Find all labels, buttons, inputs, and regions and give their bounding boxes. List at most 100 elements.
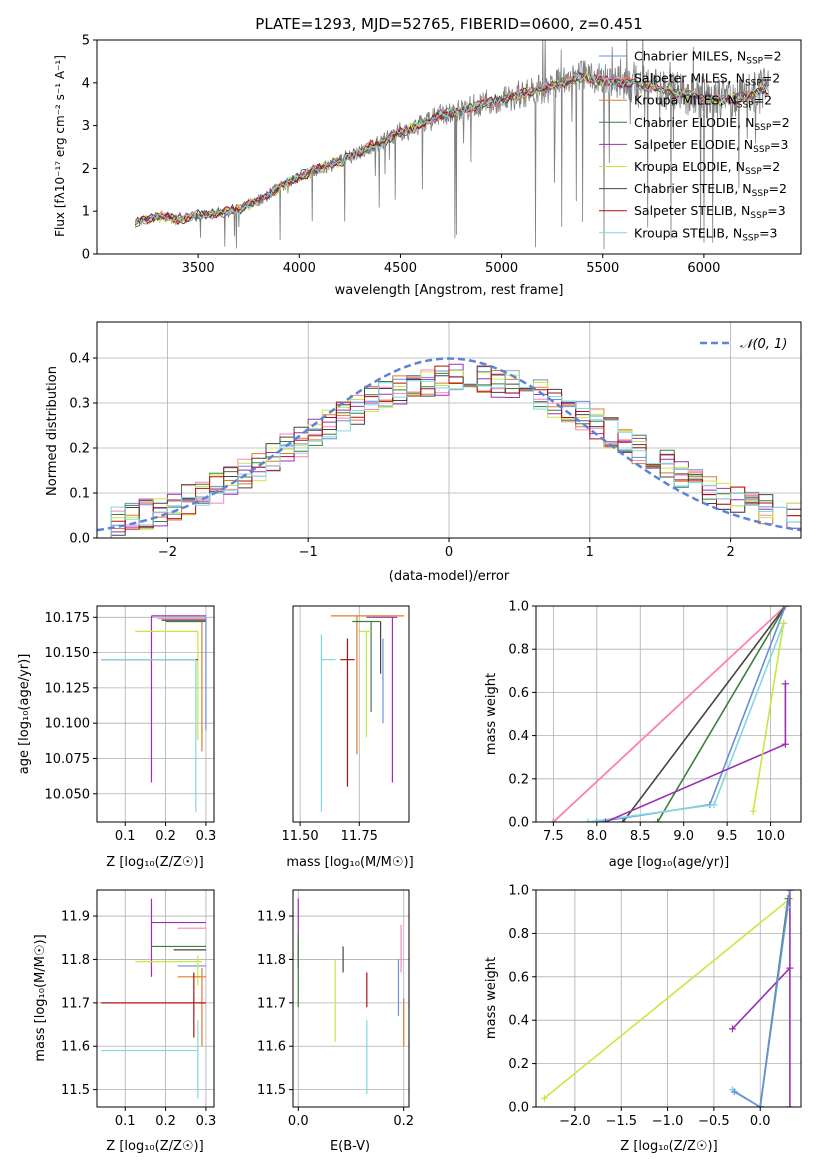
p-mwAge-xtick-label-1: 8.0 xyxy=(586,829,607,844)
legend-label-suffix-3: =2 xyxy=(754,93,772,108)
ageZ-ylabel: age [log₁₀(age/yr)] xyxy=(17,654,32,775)
p-spectrum-ytick-label-3: 3 xyxy=(82,119,90,134)
p-ageZ-ytick-label-3: 10.125 xyxy=(45,681,91,696)
massweight-age-marker-8-1 xyxy=(749,807,757,815)
model-spectrum-8 xyxy=(134,71,769,226)
p-ageM-xtick-label-1: 11.75 xyxy=(341,829,378,844)
massweight-age-marker-6-1 xyxy=(584,818,592,822)
massweight-age-marker-5-1 xyxy=(593,818,601,822)
p-mwAge-plot-area xyxy=(549,606,789,822)
massweight-age-marker-5-3 xyxy=(781,606,789,610)
p-ageZ-ytick-label-1: 10.075 xyxy=(45,752,91,767)
p-mwAge-xtick-label-4: 9.5 xyxy=(717,829,738,844)
legend-label-sub-5: SSP xyxy=(753,145,770,155)
p-mwZ-xtick-label-2: −1.0 xyxy=(652,1114,684,1129)
age-vs-Z-panel: 0.1 0.2 0.3 10.050 10.075 10.100 10.125 10.150 1… xyxy=(45,605,217,844)
normal-legend-label: 𝒩(0, 1) xyxy=(740,337,787,352)
legend-label-suffix-9: =3 xyxy=(759,225,777,240)
legend-label-sub-9: SSP xyxy=(742,233,759,243)
massweight-Z-marker-7-3 xyxy=(786,890,794,894)
p-mwZ-frame xyxy=(535,889,802,1108)
p-mwZ-xtick-label-1: −1.5 xyxy=(605,1114,637,1129)
age-vs-mass-panel: 11.50 11.75 xyxy=(281,605,410,844)
legend-label-text-4: Chabrier ELODIE, N xyxy=(634,115,754,130)
legend-label-suffix-8: =3 xyxy=(767,203,785,218)
legend-label-sub-8: SSP xyxy=(750,211,767,221)
mass-vs-EBV-panel: 0.0 0.2 11.5 11.6 11.7 11.8 11.9 xyxy=(257,889,414,1129)
mass-vs-Z-panel: 0.1 0.2 0.3 11.5 11.6 11.7 11.8 11.9 xyxy=(61,889,216,1129)
legend-label-text-1: Chabrier MILES, N xyxy=(634,49,746,64)
p-mwZ-xtick-label-3: −0.5 xyxy=(698,1114,730,1129)
legend-label-7: Chabrier STELIB, NSSP=2 xyxy=(634,181,787,199)
legend-label-suffix-6: =2 xyxy=(762,159,780,174)
legend-label-text-7: Chabrier STELIB, N xyxy=(634,181,752,196)
p-ageZ-xtick-label-2: 0.3 xyxy=(196,829,217,844)
p-mwZ-ytick-label-0: 0.0 xyxy=(508,1101,529,1116)
legend-label-sub-6: SSP xyxy=(745,167,762,177)
legend-label-4: Chabrier ELODIE, NSSP=2 xyxy=(634,115,790,133)
p-massE-ytick-label-0: 11.5 xyxy=(257,1083,286,1098)
legend-label-2: Salpeter MILES, NSSP=2 xyxy=(634,71,780,89)
normal-curve xyxy=(97,357,801,532)
massweight-vs-age-panel: 7.5 8.0 8.5 9.0 9.5 10.0 0.0 0.2 0.4 0.6 0.8 1.0 xyxy=(508,600,802,844)
p-mwZ-ytick-label-4: 0.8 xyxy=(508,927,529,942)
p-resid-frame xyxy=(96,321,802,539)
p-massE-frame xyxy=(292,889,410,1108)
p-massE-ytick-label-2: 11.7 xyxy=(257,996,286,1011)
p-spectrum-xtick-label-4: 5500 xyxy=(586,261,619,276)
p-mwAge-xtick-label-5: 10.0 xyxy=(756,829,785,844)
p-massE-ytick-label-1: 11.6 xyxy=(257,1040,286,1055)
p-resid-xtick-label-1: −1 xyxy=(299,545,318,560)
mwZ-ylabel: mass weight xyxy=(484,957,499,1039)
p-spectrum-xtick-label-3: 5000 xyxy=(485,261,518,276)
p-resid-plot-area xyxy=(97,357,801,538)
p-resid-ytick-label-2: 0.2 xyxy=(69,442,90,457)
massweight-age-marker-7-1 xyxy=(602,818,610,822)
massweight-age-marker-7-3 xyxy=(781,680,789,688)
legend-label-text-8: Salpeter STELIB, N xyxy=(634,203,750,218)
p-massZ-ytick-label-1: 11.6 xyxy=(61,1040,90,1055)
legend-label-sub-1: SSP xyxy=(746,57,763,67)
p-mwAge-ytick-label-3: 0.6 xyxy=(508,686,529,701)
p-ageZ-xtick-label-1: 0.2 xyxy=(155,829,176,844)
p-resid-ytick-label-1: 0.1 xyxy=(69,487,90,502)
massweight-age-marker-8-2 xyxy=(780,619,788,627)
massweight-age-marker-7-2 xyxy=(781,740,789,748)
p-massZ-ytick-label-3: 11.8 xyxy=(61,953,90,968)
massweight-age-line-2 xyxy=(552,606,786,822)
legend-label-3: Kroupa MILES, NSSP=2 xyxy=(634,93,772,111)
massweight-Z-line-2 xyxy=(731,967,791,1030)
p-spectrum-ytick-label-0: 0 xyxy=(82,248,90,263)
massweight-Z-marker-2-1 xyxy=(728,1025,736,1033)
p-resid-ytick-label-3: 0.3 xyxy=(69,397,90,412)
legend-label-suffix-7: =2 xyxy=(769,181,787,196)
p-ageZ-plot-area xyxy=(101,615,207,813)
p-mwZ-plot-area xyxy=(540,890,794,1107)
legend-label-5: Salpeter ELODIE, NSSP=3 xyxy=(634,137,788,155)
p-mwZ-xtick-label-0: −2.0 xyxy=(559,1114,591,1129)
p-ageM-frame xyxy=(292,605,410,823)
p-massE-ytick-label-3: 11.8 xyxy=(257,953,286,968)
ageZ-xlabel: Z [log₁₀(Z/Z☉)] xyxy=(106,855,203,870)
legend-label-text-9: Kroupa STELIB, N xyxy=(634,225,742,240)
massweight-age-marker-3-1 xyxy=(619,818,627,822)
legend-label-text-5: Salpeter ELODIE, N xyxy=(634,137,753,152)
legend-label-1: Chabrier MILES, NSSP=2 xyxy=(634,49,782,67)
massweight-age-line-8 xyxy=(752,623,785,812)
p-mwZ-ytick-label-5: 1.0 xyxy=(508,884,529,899)
p-massZ-ytick-label-4: 11.9 xyxy=(61,910,90,925)
residual-histogram-8 xyxy=(97,365,801,538)
p-massZ-ytick-label-2: 11.7 xyxy=(61,996,90,1011)
p-mwAge-xtick-label-2: 8.5 xyxy=(630,829,651,844)
p-resid-ytick-label-0: 0.0 xyxy=(69,532,90,547)
mwAge-ylabel: mass weight xyxy=(484,673,499,755)
p-mwAge-ytick-label-2: 0.4 xyxy=(508,729,529,744)
p-mwAge-ytick-label-0: 0.0 xyxy=(508,816,529,831)
massweight-age-line-3 xyxy=(622,606,787,822)
legend-label-suffix-5: =3 xyxy=(770,137,788,152)
p-resid-xtick-label-0: −2 xyxy=(158,545,177,560)
p-resid-xtick-label-3: 1 xyxy=(586,545,594,560)
p-mwZ-ytick-label-3: 0.6 xyxy=(508,970,529,985)
p-spectrum-xtick-label-5: 6000 xyxy=(687,261,720,276)
p-ageZ-ytick-label-4: 10.150 xyxy=(45,646,91,661)
